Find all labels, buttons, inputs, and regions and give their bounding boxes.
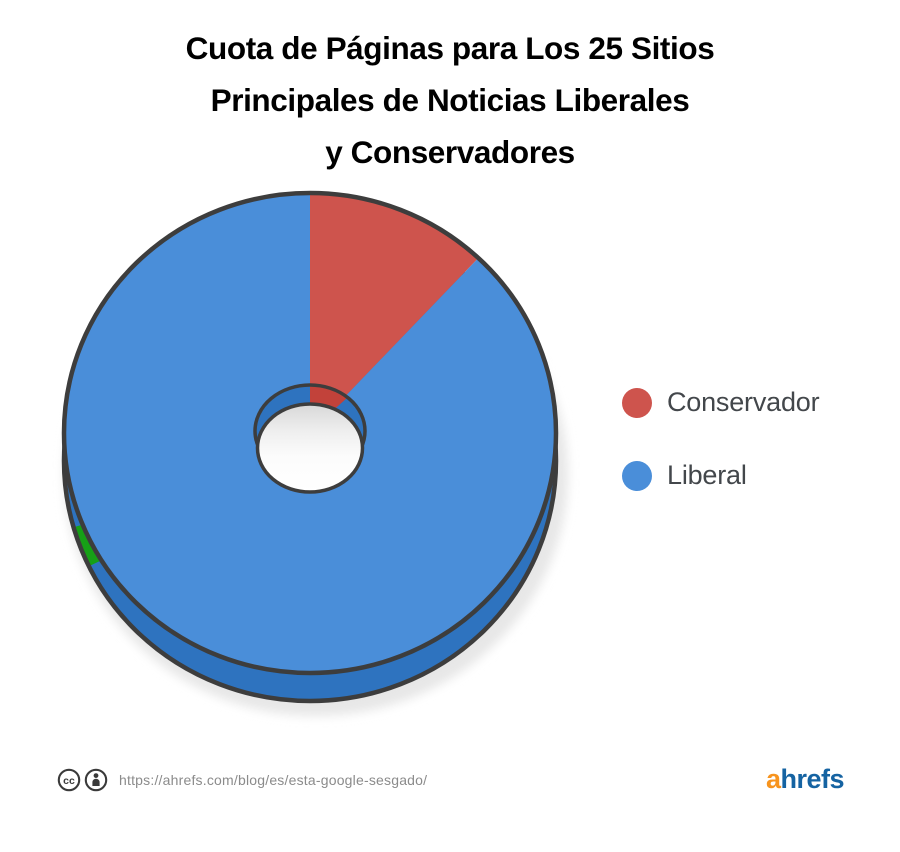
- chart-title-line-1: Cuota de Páginas para Los 25 Sitios: [185, 30, 715, 66]
- cc-attribution-icon: [84, 768, 108, 792]
- legend-item-conservador: Conservador: [622, 387, 820, 418]
- chart-title-line-2: Principales de Noticias Liberales: [210, 82, 690, 118]
- donut-chart: [0, 160, 660, 760]
- hole-bottom: [255, 402, 365, 494]
- chart-legend: Conservador Liberal: [622, 387, 820, 491]
- ahrefs-logo-hrefs: hrefs: [780, 764, 844, 794]
- chart-title-line-3: y Conservadores: [325, 134, 575, 170]
- conservador-swatch-icon: [622, 387, 652, 418]
- cc-license-icon: cc: [57, 768, 81, 792]
- liberal-swatch-icon: [622, 460, 652, 491]
- source-url: https://ahrefs.com/blog/es/esta-google-s…: [119, 772, 428, 788]
- legend-label-conservador: Conservador: [667, 387, 820, 417]
- chart-title: Cuota de Páginas para Los 25 Sitios Prin…: [0, 22, 900, 178]
- slice-conservador: [310, 193, 479, 433]
- ahrefs-logo: ahrefs: [765, 764, 845, 795]
- footer: cc https://ahrefs.com/blog/es/esta-googl…: [57, 766, 427, 794]
- license-icons: cc: [57, 768, 108, 792]
- svg-text:cc: cc: [63, 775, 75, 787]
- legend-label-liberal: Liberal: [667, 460, 747, 490]
- ahrefs-logo-a: a: [765, 764, 781, 794]
- legend-item-liberal: Liberal: [622, 460, 819, 491]
